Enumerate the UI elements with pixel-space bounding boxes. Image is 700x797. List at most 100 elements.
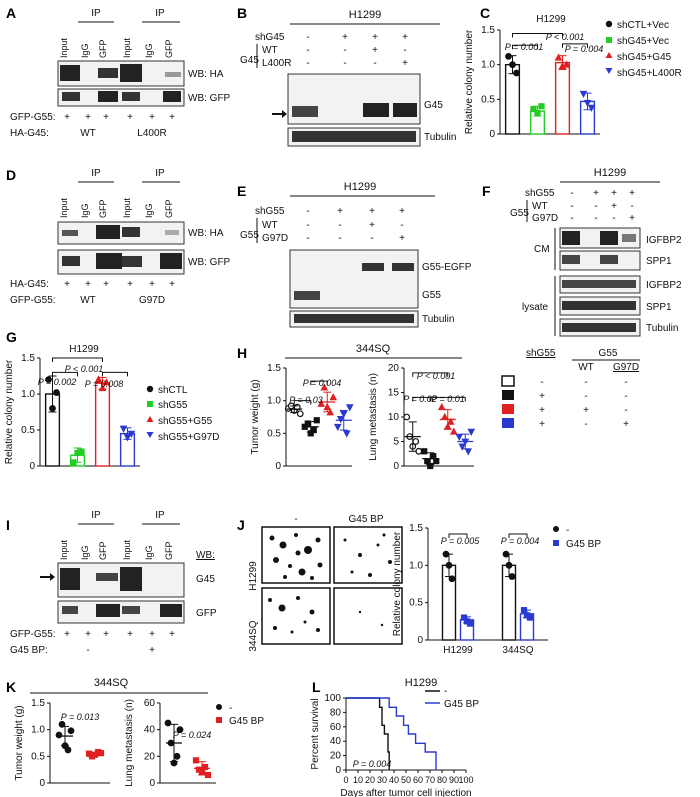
band <box>292 131 416 142</box>
row-value: + <box>399 206 405 217</box>
data-point <box>442 550 450 558</box>
row-value: + <box>399 233 405 244</box>
data-point <box>445 561 453 569</box>
row-label: shG55 <box>525 188 555 199</box>
p-value: P = 0.004 <box>353 759 391 769</box>
data-point <box>534 110 541 117</box>
ip-header-2: IP <box>155 510 165 521</box>
y-tick-label: 0 <box>489 129 495 140</box>
y-tick-label: 0 <box>149 778 155 789</box>
x-tick-label: 10 <box>353 775 363 785</box>
lane-label: IgG <box>144 43 154 58</box>
band-label: Tubulin <box>422 314 454 325</box>
row-value: + <box>127 112 133 123</box>
data-point <box>415 447 423 455</box>
band <box>62 256 80 266</box>
p-value: P = 0.002 <box>38 377 76 387</box>
key-value: - <box>584 419 587 430</box>
band <box>362 263 384 271</box>
p-value: P = 0.01 <box>431 394 464 404</box>
band <box>98 91 118 102</box>
group-label: CM <box>534 244 550 255</box>
y-tick-label: 0 <box>335 765 341 776</box>
chart-title: H1299 <box>69 344 99 355</box>
row-value: - <box>343 45 346 56</box>
colony-image <box>333 587 403 645</box>
legend-marker <box>553 526 559 532</box>
x-axis-label: Days after tumor cell injection <box>340 788 471 797</box>
significance-bracket <box>412 372 449 377</box>
panel-label-c: C <box>480 5 490 21</box>
panel-a: A IP IP Input IgG GFP Input IgG GFP WB: … <box>6 5 231 139</box>
data-point <box>466 620 474 627</box>
legend-entry: shG45+G45 <box>617 52 672 63</box>
key-value: - <box>584 377 587 388</box>
band <box>62 606 78 614</box>
band <box>393 103 417 117</box>
legend-entry: shCTL <box>158 385 188 396</box>
key-value: + <box>539 405 545 416</box>
row-value: - <box>373 58 376 69</box>
legend-marker <box>605 68 613 74</box>
y-tick-label: 5 <box>393 437 399 448</box>
row-label: G55 <box>510 208 529 219</box>
y-axis-label: Tumor weight (g) <box>250 379 261 454</box>
significance-bracket <box>512 44 538 50</box>
band <box>294 291 320 300</box>
data-point <box>505 561 513 569</box>
x-tick-label: 40 <box>389 775 399 785</box>
legend-marker <box>606 37 612 43</box>
band <box>600 231 618 245</box>
row-label: GFP-G55: <box>10 112 56 123</box>
legend-entry: shG45+Vec <box>617 36 669 47</box>
legend-entry: shG55 <box>158 400 188 411</box>
panel-d: D IP IP Input IgG GFP Input IgG GFP WB: … <box>6 167 231 306</box>
y-tick-label: 0.5 <box>409 598 423 609</box>
cell-line-label: H1299 <box>594 167 626 179</box>
legend-marker <box>553 540 559 546</box>
band <box>392 263 414 271</box>
lane-label: GFP <box>98 39 108 58</box>
row-label: WT <box>262 220 278 231</box>
row-value: + <box>342 32 348 43</box>
x-tick-label: 30 <box>377 775 387 785</box>
row-value: + <box>593 188 599 199</box>
band <box>294 314 414 323</box>
colony-image <box>333 526 403 584</box>
panel-label-k: K <box>6 679 16 695</box>
data-point <box>102 378 111 386</box>
row-value: + <box>149 645 155 656</box>
y-axis-label: Lung metastasis (n) <box>368 373 379 461</box>
column-label: - <box>294 514 297 525</box>
data-point <box>127 430 136 438</box>
data-point <box>329 393 338 401</box>
lane-label: IgG <box>144 203 154 218</box>
data-point <box>94 375 103 383</box>
data-point <box>70 459 77 466</box>
y-tick-label: 0 <box>39 778 45 789</box>
row-label: H1299 <box>248 561 259 591</box>
key-swatch <box>502 418 514 428</box>
chart-k-tumor-weight: 0 0.5 1.0 1.5 Tumor weight (g) <box>14 698 110 789</box>
y-tick-label: 0 <box>275 461 281 472</box>
band <box>163 91 181 102</box>
significance-bracket <box>52 357 103 362</box>
row-value: - <box>306 206 309 217</box>
data-point <box>440 412 449 420</box>
y-tick-label: 1.5 <box>409 523 423 534</box>
data-point <box>97 750 105 757</box>
row-value: + <box>64 629 70 640</box>
y-axis-label: Lung metastasis (n) <box>124 699 135 787</box>
panel-label-d: D <box>6 167 16 183</box>
band <box>562 301 636 310</box>
lane-label: GFP <box>98 199 108 218</box>
y-axis-label: Relative colony number <box>464 29 475 134</box>
legend-entry: - <box>229 703 232 714</box>
p-value: P = 0.013 <box>61 712 99 722</box>
chart-h-tumor-weight: 0 0.5 1.0 1.5 Tumor weight (g) <box>250 363 354 472</box>
legend-entry: shCTL+Vec <box>617 20 669 31</box>
y-tick-label: 60 <box>330 722 342 733</box>
p-value: P = 0.004 <box>501 536 539 546</box>
column-label: G45 BP <box>348 514 383 525</box>
